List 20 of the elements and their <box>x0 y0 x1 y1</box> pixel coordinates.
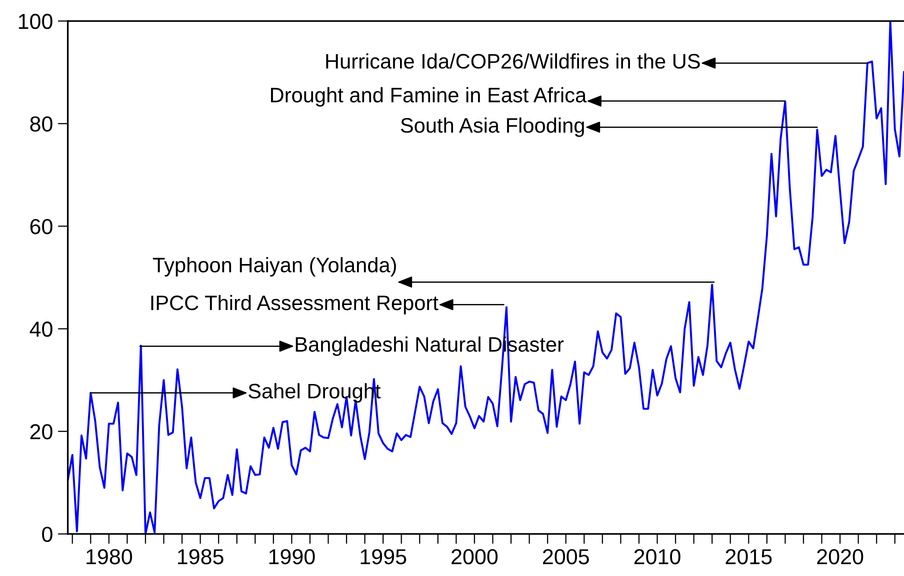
y-tick-label: 0 <box>42 526 52 542</box>
x-tick-label: 1990 <box>269 549 315 564</box>
y-tick-label: 80 <box>30 116 52 132</box>
annotation: South Asia Flooding <box>400 117 584 137</box>
x-tick-label: 2015 <box>726 549 772 564</box>
annotation: IPCC Third Assessment Report <box>151 294 438 314</box>
y-tick-label: 100 <box>18 14 52 30</box>
x-tick-label: 1980 <box>86 549 132 564</box>
x-tick-label: 2010 <box>634 549 680 564</box>
annotation: Typhoon Haiyan (Yolanda) <box>152 257 396 277</box>
x-tick-label: 2000 <box>452 549 498 564</box>
x-tick-label: 2005 <box>543 549 589 564</box>
annotation: Drought and Famine in East Africa <box>271 87 587 107</box>
y-tick-label: 60 <box>30 218 52 234</box>
annotation: Hurricane Ida/COP26/Wildfires in the US <box>326 53 700 69</box>
y-tick-label: 40 <box>30 322 52 337</box>
x-tick-label: 2020 <box>817 549 864 564</box>
y-tick-label: 20 <box>30 424 52 440</box>
x-tick-label: 1985 <box>178 549 224 564</box>
x-tick-label: 1995 <box>360 549 406 564</box>
